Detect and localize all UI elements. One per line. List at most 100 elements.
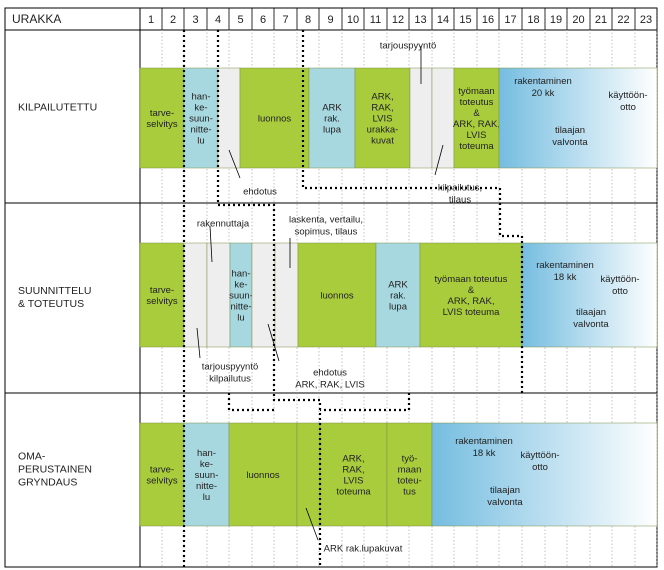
phase-box-text-line: ARK [322,103,342,114]
phase-box-text-line: nitte- [196,481,217,492]
column-number: 16 [482,14,494,26]
column-number: 2 [170,14,176,26]
construction-text: valvonta [573,319,609,330]
row-label: SUUNNITTELU & TOTEUTUS [18,285,92,310]
row-label-line: KILPAILUTETTU [18,102,97,114]
column-number: 17 [504,14,516,26]
column-number: 6 [260,14,266,26]
phase-box-tyomaan-toteutus [453,67,500,169]
construction-text: 20 kk [532,88,555,99]
phase-box-text: työmaan toteutus & ARK, RAK, LVIS toteuma [453,86,500,152]
construction-text: otto [532,462,548,473]
annotations: tarjouspyyntö ehdotus kilpailutus, tilaus ra… [196,41,482,555]
phase-box-text-line: han- [191,92,210,103]
phase-box-text-line: kuvat [371,136,394,147]
row-labels: KILPAILUTETTU SUUNNITTELU & TOTEUTUS OMA-PE… [18,102,97,489]
phase-box-text: ARK rak. lupa [322,103,342,136]
phase-box-text-line: & [468,285,475,296]
phase-box-text-line: suun- [189,114,213,125]
phase-box-text-line: ke- [200,459,213,470]
column-number: 5 [237,14,243,26]
column-number: 14 [437,14,449,26]
row-label-line: & TOTEUTUS [18,298,84,310]
phase-box-luonnos [228,422,298,527]
phase-box-tarjouspyynto-slot [183,242,208,348]
phase-box-text: ARK rak. lupa [388,280,408,313]
construction-text: valvonta [487,497,523,508]
annotation-lupakuvat: ARK rak.lupakuvat [324,544,403,555]
column-number: 23 [640,14,652,26]
column-number: 3 [192,14,198,26]
phase-box-text-line: LVIS [344,476,364,487]
phase-box-text-line: luonnos [258,114,292,125]
row-label: KILPAILUTETTU [18,102,97,114]
phase-box-text-line: ke- [194,103,207,114]
phase-box-text: tarve-selvitys [146,108,177,130]
phase-box-text-line: toteu- [397,476,421,487]
leader-line [196,327,201,359]
phase-box-text-line: ARK, [342,454,364,465]
leader-line [434,144,444,176]
phase-box-text: tarve-selvitys [146,285,177,307]
phase-box-text: han-ke-suun-nitte-lu [195,448,219,503]
column-number: 11 [370,14,381,26]
phase-box-text-line: rak. [390,291,406,302]
phase-box-rakennuttaja-slot [206,242,231,348]
phase-box-text: han-ke-suun-nitte-lu [189,92,213,147]
phase-box-text-line: lupa [323,125,342,136]
phase-box-text-line: urakka- [367,125,399,136]
column-number: 10 [347,14,359,26]
construction-text: 18 kk [473,448,496,459]
phase-box-luonnos [239,67,310,169]
phase-box-text-line: rak. [324,114,340,125]
column-number: 4 [215,14,221,26]
construction-text: käyttöön- [600,274,639,285]
phase-box-text: ARK, RAK, LVIS urakka-kuvat [367,92,399,147]
annotation-ehdotus-line: ehdotus [313,368,347,379]
phase-box-text-line: työmaan toteutus [435,274,508,285]
column-number: 22 [617,14,629,26]
leader-line [305,507,319,541]
annotation-kilpailutus: kilpailutus, tilaus [438,183,482,206]
phase-box-text-line: RAK, [371,103,393,114]
phase-box-tarveselvitys [139,422,185,527]
phase-boundary-line [216,30,322,567]
phase-box-tyomaan-toteutus [419,242,523,348]
phase-box-text-line: maan [398,465,422,476]
annotation-ehdotus-line: ARK, RAK, LVIS [295,380,365,391]
phase-box-text: luonnos [246,470,280,481]
phase-box-tarveselvitys [139,67,185,169]
phase-box-text-line: ARK, RAK, [453,119,500,130]
annotation-laskenta: laskenta, vertailu, sopimus, tilaus [289,215,363,238]
phase-box-text-line: ARK [388,280,408,291]
phase-box-text: luonnos [258,114,292,125]
annotation-kilpailutus-line: tilaus [449,195,471,206]
phase-box-text: tarve-selvitys [146,465,177,487]
phase-box-text: työ-maan toteu-tus [397,454,421,498]
column-number: 21 [595,14,607,26]
leader-line [209,225,213,263]
phase-box-tyomaan-toteutus [386,422,433,527]
phase-box-text-line: tarve- [150,108,174,119]
phase-box-text-line: LVIS toteuma [443,307,501,318]
annotation-laskenta-line: laskenta, vertailu, [289,215,363,226]
phase-box-text-line: lu [197,136,204,147]
construction-text: otto [612,286,628,297]
phase-box-text-line: LVIS [373,114,393,125]
phase-box-text: ARK, RAK, LVIS toteuma [336,454,371,498]
column-number: 9 [327,14,333,26]
construction-text: tilaajan [576,307,606,318]
phase-box-text-line: & [473,108,480,119]
annotation-laskenta-line: sopimus, tilaus [295,227,358,238]
phase-box-text-line: selvitys [146,296,177,307]
phase-box-text-line: ARK, RAK, [448,296,495,307]
phase-box-text-line: han- [197,448,216,459]
phase-box-ehdotus-slot [217,67,241,169]
phase-box-rakentaminen [521,242,658,348]
phase-box-luonnos [297,242,377,348]
annotation-rakennuttaja: rakennuttaja [197,219,250,230]
phase-box-rakentaminen [431,422,658,527]
phase-box-lupakuvat-slot [296,422,321,527]
phase-box-laskenta-slot [274,242,299,348]
